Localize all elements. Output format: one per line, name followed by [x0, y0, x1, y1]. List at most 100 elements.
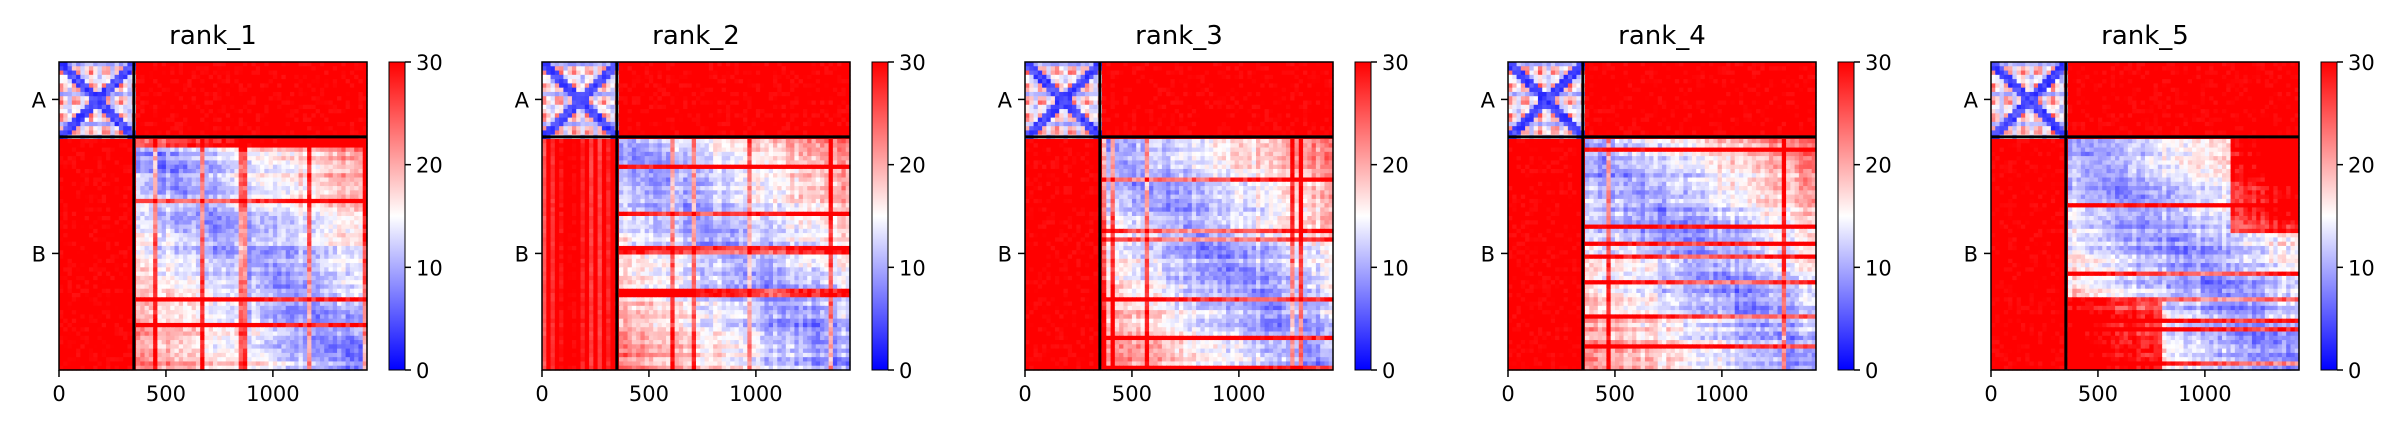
- heatmap-cell: [101, 254, 107, 260]
- heatmap-cell: [349, 143, 355, 149]
- heatmap-cell: [187, 173, 193, 179]
- heatmap-cell: [328, 241, 334, 247]
- heatmap-cell: [67, 211, 73, 217]
- heatmap-cell: [285, 233, 291, 238]
- heatmap-cell: [71, 83, 77, 89]
- heatmap-cell: [63, 113, 69, 119]
- heatmap-cell: [260, 203, 265, 209]
- heatmap-cell: [238, 203, 244, 209]
- heatmap-cell: [118, 130, 124, 136]
- heatmap-cell: [140, 352, 146, 358]
- heatmap-cell: [324, 220, 330, 226]
- heatmap-cell: [110, 228, 116, 234]
- heatmap-cell: [71, 151, 77, 157]
- heatmap-cell: [349, 228, 355, 234]
- heatmap-cell: [208, 164, 214, 170]
- heatmap-cell: [277, 267, 283, 273]
- heatmap-cell: [255, 233, 261, 238]
- heatmap-cell: [195, 335, 201, 341]
- heatmap-cell: [123, 357, 129, 363]
- heatmap-cell: [230, 245, 235, 251]
- heatmap-cell: [76, 352, 81, 358]
- heatmap-cell: [345, 181, 351, 187]
- heatmap-cell: [362, 301, 368, 307]
- heatmap-cell: [285, 352, 291, 358]
- heatmap-cell: [272, 186, 278, 191]
- heatmap-cell: [234, 79, 240, 84]
- heatmap-cell: [319, 126, 325, 132]
- heatmap-cell: [114, 263, 120, 268]
- heatmap-cell: [110, 198, 116, 204]
- heatmap-cell: [110, 126, 116, 132]
- heatmap-cell: [332, 322, 338, 328]
- heatmap-cell: [63, 335, 69, 341]
- heatmap-cell: [319, 348, 325, 354]
- heatmap-cell: [349, 352, 355, 358]
- heatmap-cell: [251, 241, 257, 247]
- heatmap-cell: [324, 297, 330, 303]
- heatmap-cell: [161, 331, 167, 337]
- heatmap-cell: [225, 305, 231, 311]
- heatmap-cell: [118, 104, 124, 110]
- heatmap-cell: [213, 293, 218, 298]
- heatmap-cell: [170, 147, 176, 153]
- heatmap-cell: [93, 237, 99, 243]
- heatmap-cell: [127, 237, 133, 243]
- heatmap-cell: [157, 275, 163, 281]
- heatmap-cell: [165, 91, 171, 97]
- heatmap-cell: [332, 241, 338, 247]
- heatmap-cell: [106, 121, 111, 127]
- heatmap-cell: [315, 181, 321, 187]
- heatmap-cell: [157, 348, 163, 354]
- heatmap-cell: [319, 331, 325, 337]
- heatmap-cell: [118, 79, 124, 84]
- heatmap-cell: [354, 194, 360, 200]
- heatmap-cell: [161, 275, 167, 281]
- heatmap-cell: [208, 314, 214, 320]
- heatmap-cell: [118, 151, 124, 157]
- heatmap-cell: [106, 314, 111, 320]
- heatmap-cell: [110, 297, 116, 303]
- heatmap-cell: [328, 177, 334, 183]
- heatmap-cell: [341, 104, 347, 110]
- heatmap-cell: [285, 113, 291, 119]
- heatmap-cell: [123, 126, 129, 132]
- heatmap-cell: [281, 263, 287, 268]
- heatmap-cell: [136, 104, 141, 110]
- heatmap-cell: [195, 245, 201, 251]
- heatmap-cell: [337, 177, 342, 183]
- heatmap-cell: [127, 190, 133, 196]
- heatmap-cell: [97, 275, 103, 281]
- heatmap-cell: [76, 66, 81, 72]
- heatmap-cell: [80, 164, 86, 170]
- heatmap-cell: [247, 224, 253, 230]
- heatmap-cell: [311, 258, 317, 264]
- heatmap-cell: [101, 318, 107, 324]
- heatmap-cell: [187, 331, 193, 337]
- heatmap-cell: [307, 327, 312, 333]
- heatmap-cell: [165, 284, 171, 290]
- heatmap-cell: [362, 113, 368, 119]
- heatmap-cell: [290, 335, 295, 341]
- heatmap-cell: [362, 130, 368, 136]
- heatmap-cell: [319, 147, 325, 153]
- heatmap-cell: [298, 258, 304, 264]
- heatmap-cell: [183, 91, 188, 97]
- heatmap-cell: [204, 156, 210, 161]
- heatmap-cell: [178, 211, 184, 217]
- heatmap-cell: [238, 160, 244, 166]
- heatmap-cell: [264, 305, 270, 311]
- heatmap-cell: [213, 91, 218, 97]
- heatmap-cell: [324, 224, 330, 230]
- heatmap-cell: [153, 280, 158, 286]
- heatmap-cell: [127, 271, 133, 277]
- heatmap-cell: [328, 100, 334, 106]
- heatmap-cell: [114, 203, 120, 209]
- heatmap-cell: [204, 280, 210, 286]
- heatmap-cell: [144, 151, 150, 157]
- heatmap-cell: [106, 288, 111, 294]
- heatmap-cell: [148, 117, 154, 123]
- heatmap-cell: [84, 186, 90, 191]
- heatmap-cell: [264, 173, 270, 179]
- heatmap-cell: [337, 267, 342, 273]
